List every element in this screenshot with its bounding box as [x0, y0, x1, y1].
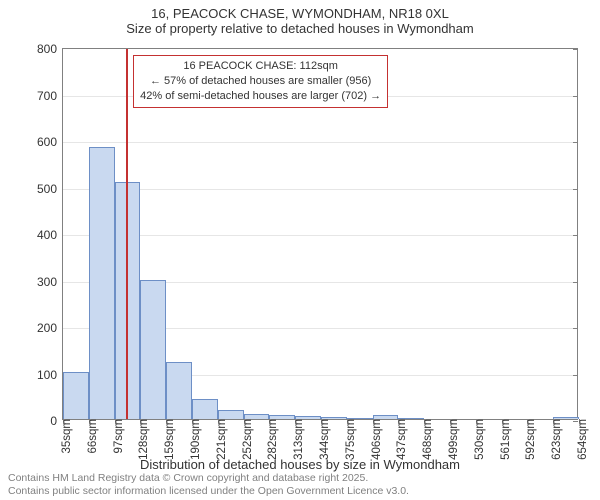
y-tick-mark [573, 142, 578, 143]
x-tick-label: 221sqm [214, 419, 228, 460]
chart-title-line2: Size of property relative to detached ho… [0, 21, 600, 36]
x-tick-label: 97sqm [111, 419, 125, 454]
x-tick-label: 128sqm [136, 419, 150, 460]
marker-line [126, 49, 128, 419]
y-tick-label: 100 [37, 368, 63, 382]
y-tick-mark [573, 282, 578, 283]
y-tick-label: 300 [37, 275, 63, 289]
x-tick-label: 375sqm [343, 419, 357, 460]
y-tick-label: 700 [37, 89, 63, 103]
callout-line1: 16 PEACOCK CHASE: 112sqm [140, 59, 381, 74]
y-tick-mark [573, 328, 578, 329]
histogram-bar [347, 418, 373, 419]
histogram-bar [295, 416, 321, 419]
x-tick-label: 66sqm [85, 419, 99, 454]
x-tick-label: 35sqm [59, 419, 73, 454]
histogram-bar [244, 414, 270, 419]
x-tick-label: 406sqm [369, 419, 383, 460]
x-tick-label: 344sqm [317, 419, 331, 460]
x-tick-label: 654sqm [575, 419, 589, 460]
histogram-bar [373, 415, 399, 419]
histogram-bar [218, 410, 244, 419]
y-tick-label: 200 [37, 321, 63, 335]
plot-area: 010020030040050060070080035sqm66sqm97sqm… [62, 48, 578, 420]
x-tick-label: 159sqm [162, 419, 176, 460]
x-tick-label: 437sqm [394, 419, 408, 460]
x-tick-label: 561sqm [498, 419, 512, 460]
histogram-bar [89, 147, 115, 419]
x-axis-label: Distribution of detached houses by size … [0, 457, 600, 472]
histogram-bar [140, 280, 166, 419]
y-tick-mark [573, 235, 578, 236]
x-tick-label: 499sqm [446, 419, 460, 460]
histogram-bar [398, 418, 424, 419]
y-tick-mark [573, 49, 578, 50]
histogram-bar [553, 417, 579, 419]
histogram-bar [166, 362, 192, 419]
footer-line1: Contains HM Land Registry data © Crown c… [8, 472, 409, 485]
x-tick-label: 190sqm [188, 419, 202, 460]
histogram-bar [269, 415, 295, 419]
x-tick-label: 623sqm [549, 419, 563, 460]
x-tick-label: 530sqm [472, 419, 486, 460]
y-tick-label: 800 [37, 42, 63, 56]
histogram-bar [192, 399, 218, 419]
y-tick-mark [573, 189, 578, 190]
histogram-bar [321, 417, 347, 419]
histogram-bar [63, 372, 89, 419]
x-tick-label: 468sqm [420, 419, 434, 460]
callout-line3: 42% of semi-detached houses are larger (… [140, 89, 381, 104]
callout-box: 16 PEACOCK CHASE: 112sqm← 57% of detache… [133, 55, 388, 108]
x-tick-label: 313sqm [291, 419, 305, 460]
footer-line2: Contains public sector information licen… [8, 485, 409, 498]
x-tick-label: 282sqm [265, 419, 279, 460]
x-tick-label: 592sqm [523, 419, 537, 460]
callout-line2: ← 57% of detached houses are smaller (95… [140, 74, 381, 89]
x-tick-label: 252sqm [240, 419, 254, 460]
y-tick-label: 500 [37, 182, 63, 196]
y-tick-label: 400 [37, 228, 63, 242]
y-tick-mark [573, 96, 578, 97]
y-tick-label: 600 [37, 135, 63, 149]
chart-title-line1: 16, PEACOCK CHASE, WYMONDHAM, NR18 0XL [0, 6, 600, 21]
gridline [63, 142, 577, 143]
y-tick-mark [573, 375, 578, 376]
